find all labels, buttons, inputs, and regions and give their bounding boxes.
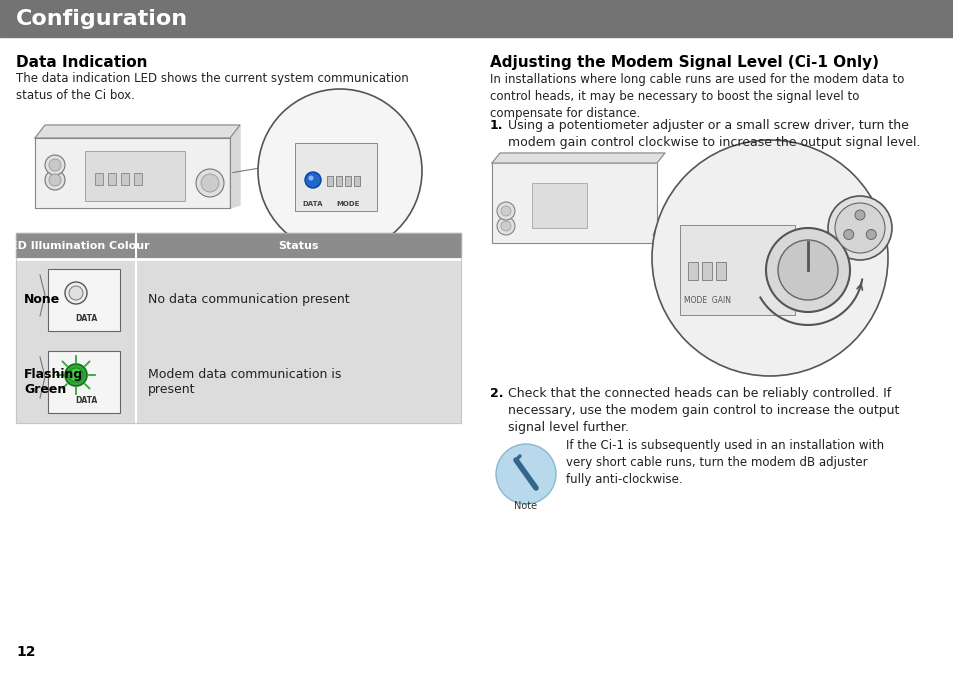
Circle shape — [49, 159, 61, 171]
Bar — [133, 173, 142, 185]
Text: Note: Note — [514, 501, 537, 511]
Circle shape — [49, 174, 61, 186]
Bar — [85, 151, 185, 201]
Text: DATA: DATA — [74, 314, 97, 323]
Circle shape — [842, 229, 853, 240]
Circle shape — [496, 444, 556, 504]
Bar — [687, 262, 698, 280]
Bar — [16, 233, 460, 259]
Text: MODE  GAIN: MODE GAIN — [683, 296, 730, 305]
Circle shape — [500, 221, 511, 231]
Text: 2.: 2. — [490, 387, 503, 400]
Polygon shape — [35, 125, 240, 138]
FancyBboxPatch shape — [48, 269, 120, 331]
Text: Flashing
Green: Flashing Green — [24, 368, 83, 396]
Text: 12: 12 — [16, 645, 35, 659]
Bar — [701, 262, 711, 280]
Text: Data Indication: Data Indication — [16, 55, 148, 70]
Circle shape — [65, 364, 87, 386]
Circle shape — [834, 203, 884, 253]
Text: LED Illumination Colour: LED Illumination Colour — [3, 241, 150, 251]
Circle shape — [865, 229, 876, 240]
Text: Check that the connected heads can be reliably controlled. If
necessary, use the: Check that the connected heads can be re… — [507, 387, 899, 434]
Text: No data communication present: No data communication present — [148, 293, 349, 306]
Text: Modem data communication is
present: Modem data communication is present — [148, 368, 341, 396]
Bar — [16, 341, 460, 423]
Circle shape — [651, 140, 887, 376]
Bar — [532, 183, 586, 228]
Circle shape — [45, 170, 65, 190]
Text: None: None — [24, 293, 60, 306]
Bar — [327, 176, 333, 186]
Text: MODE: MODE — [336, 201, 359, 207]
FancyBboxPatch shape — [48, 351, 120, 413]
Circle shape — [308, 176, 314, 180]
Bar — [16, 233, 460, 423]
Text: Adjusting the Modem Signal Level (Ci-1 Only): Adjusting the Modem Signal Level (Ci-1 O… — [490, 55, 878, 70]
Circle shape — [765, 228, 849, 312]
Circle shape — [45, 155, 65, 175]
Bar — [354, 176, 359, 186]
Circle shape — [827, 196, 891, 260]
Bar — [335, 176, 341, 186]
Polygon shape — [492, 153, 664, 163]
Circle shape — [778, 240, 837, 300]
Bar — [345, 176, 351, 186]
Circle shape — [497, 217, 515, 235]
Polygon shape — [35, 138, 230, 208]
Bar — [108, 173, 116, 185]
Text: In installations where long cable runs are used for the modem data to
control he: In installations where long cable runs a… — [490, 73, 903, 120]
Circle shape — [500, 206, 511, 216]
Circle shape — [195, 169, 224, 197]
Bar — [95, 173, 103, 185]
FancyBboxPatch shape — [679, 225, 794, 315]
Text: Using a potentiometer adjuster or a small screw driver, turn the
modem gain cont: Using a potentiometer adjuster or a smal… — [507, 119, 920, 149]
Bar — [716, 262, 725, 280]
Circle shape — [854, 210, 864, 220]
Circle shape — [497, 202, 515, 220]
Circle shape — [69, 286, 83, 300]
Text: The data indication LED shows the current system communication
status of the Ci : The data indication LED shows the curren… — [16, 72, 408, 102]
Polygon shape — [230, 125, 240, 208]
Circle shape — [201, 174, 219, 192]
Text: 1.: 1. — [490, 119, 503, 132]
Circle shape — [305, 172, 320, 188]
Circle shape — [69, 368, 83, 382]
Text: If the Ci-1 is subsequently used in an installation with
very short cable runs, : If the Ci-1 is subsequently used in an i… — [565, 439, 883, 486]
Bar — [121, 173, 129, 185]
Bar — [0, 0, 953, 37]
Text: DATA: DATA — [74, 396, 97, 405]
Circle shape — [257, 89, 421, 253]
Text: DATA: DATA — [302, 201, 323, 207]
FancyBboxPatch shape — [294, 143, 376, 211]
Bar — [16, 259, 460, 341]
Circle shape — [65, 282, 87, 304]
Text: Configuration: Configuration — [16, 9, 188, 29]
Text: Status: Status — [278, 241, 318, 251]
Bar — [492, 163, 657, 243]
